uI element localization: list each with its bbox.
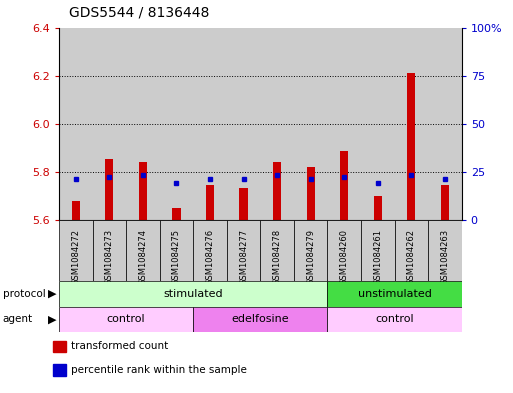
Text: GSM1084260: GSM1084260 <box>340 229 349 285</box>
Bar <box>273 162 281 220</box>
Text: percentile rank within the sample: percentile rank within the sample <box>71 365 247 375</box>
Bar <box>72 201 80 220</box>
Text: control: control <box>107 314 145 324</box>
Text: edelfosine: edelfosine <box>231 314 289 324</box>
Bar <box>59 281 327 307</box>
Bar <box>394 28 428 220</box>
Bar <box>126 28 160 220</box>
Text: control: control <box>376 314 414 324</box>
Bar <box>428 220 462 281</box>
Text: GSM1084263: GSM1084263 <box>441 229 449 285</box>
Bar <box>193 220 227 281</box>
Bar <box>294 220 327 281</box>
Bar <box>428 28 462 220</box>
Bar <box>307 167 315 220</box>
Text: GSM1084262: GSM1084262 <box>407 229 416 285</box>
Bar <box>361 28 394 220</box>
Text: GSM1084261: GSM1084261 <box>373 229 382 285</box>
Bar <box>327 220 361 281</box>
Bar <box>240 187 248 220</box>
Bar <box>260 28 294 220</box>
Bar <box>105 159 113 220</box>
Bar <box>92 220 126 281</box>
Bar <box>260 220 294 281</box>
Bar <box>327 281 462 307</box>
Bar <box>227 220 260 281</box>
Bar <box>361 220 394 281</box>
Bar <box>327 307 462 332</box>
Text: unstimulated: unstimulated <box>358 289 431 299</box>
Text: transformed count: transformed count <box>71 342 169 351</box>
Bar <box>206 185 214 220</box>
Bar <box>53 341 66 352</box>
Bar <box>193 28 227 220</box>
Text: GSM1084272: GSM1084272 <box>71 229 80 285</box>
Text: ▶: ▶ <box>48 314 56 324</box>
Text: GSM1084276: GSM1084276 <box>206 229 214 285</box>
Text: GDS5544 / 8136448: GDS5544 / 8136448 <box>69 6 210 20</box>
Text: agent: agent <box>3 314 33 324</box>
Bar <box>59 220 92 281</box>
Bar <box>327 28 361 220</box>
Bar <box>126 220 160 281</box>
Bar <box>373 196 382 220</box>
Bar <box>407 73 416 220</box>
Bar <box>193 307 327 332</box>
Bar <box>53 364 66 376</box>
Bar <box>160 220 193 281</box>
Bar <box>59 28 92 220</box>
Bar <box>441 185 449 220</box>
Bar <box>139 162 147 220</box>
Text: GSM1084275: GSM1084275 <box>172 229 181 285</box>
Text: GSM1084279: GSM1084279 <box>306 229 315 285</box>
Text: GSM1084277: GSM1084277 <box>239 229 248 285</box>
Text: GSM1084273: GSM1084273 <box>105 229 114 285</box>
Bar <box>92 28 126 220</box>
Text: GSM1084274: GSM1084274 <box>139 229 147 285</box>
Bar <box>160 28 193 220</box>
Text: ▶: ▶ <box>48 289 56 299</box>
Bar <box>294 28 327 220</box>
Bar <box>340 151 348 220</box>
Bar <box>227 28 260 220</box>
Text: stimulated: stimulated <box>164 289 223 299</box>
Bar <box>394 220 428 281</box>
Text: protocol: protocol <box>3 289 45 299</box>
Text: GSM1084278: GSM1084278 <box>272 229 282 285</box>
Bar <box>59 307 193 332</box>
Bar <box>172 208 181 220</box>
